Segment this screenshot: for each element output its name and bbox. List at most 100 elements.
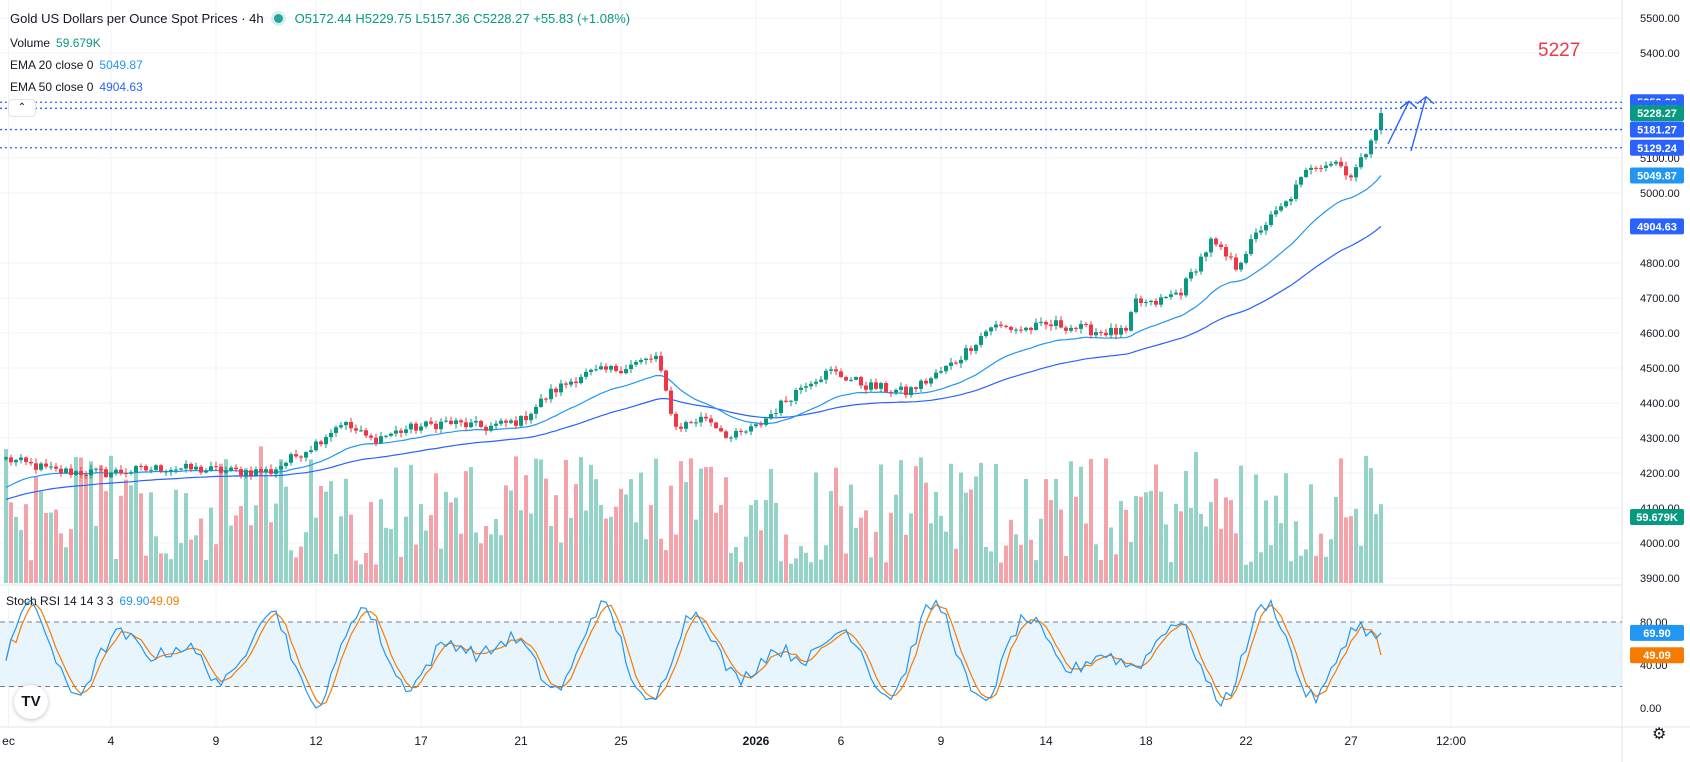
- ema20-legend[interactable]: EMA 20 close 0 5049.87: [10, 58, 143, 72]
- volume-bar: [1049, 500, 1053, 583]
- horizontal-levels[interactable]: [0, 101, 1622, 149]
- candle-body: [119, 469, 123, 474]
- candle-body: [319, 441, 323, 445]
- arrow-shaft[interactable]: [1410, 96, 1427, 152]
- volume-bar: [1369, 468, 1373, 583]
- candle-body: [949, 362, 953, 366]
- candle-body: [499, 420, 503, 424]
- volume-bar: [1379, 504, 1383, 583]
- candle-body: [1244, 253, 1248, 263]
- arrow-shaft[interactable]: [1387, 100, 1410, 145]
- candle-body: [1199, 256, 1203, 272]
- candle-body: [1194, 271, 1198, 273]
- volume-bar: [174, 489, 178, 583]
- candle-body: [1124, 327, 1128, 331]
- symbol-title[interactable]: Gold US Dollars per Ounce Spot Prices · …: [10, 11, 264, 26]
- price-tick-label: 5000.00: [1640, 188, 1680, 200]
- candle-body: [289, 454, 293, 463]
- candle-body: [1259, 230, 1263, 233]
- volume-bar: [759, 530, 763, 583]
- volume-bar: [1244, 564, 1248, 583]
- volume-bar: [1329, 539, 1333, 583]
- volume-bar: [999, 562, 1003, 583]
- volume-bar: [1194, 452, 1198, 583]
- candlesticks[interactable]: [4, 109, 1383, 480]
- target-annotation[interactable]: 5227: [1538, 40, 1581, 61]
- stoch-d-value: 49.09: [149, 594, 180, 608]
- volume-bar: [299, 546, 303, 583]
- arrow-head[interactable]: [1399, 100, 1418, 109]
- settings-gear-icon[interactable]: ⚙: [1652, 726, 1667, 743]
- volume-bar: [384, 527, 388, 583]
- volume-bar: [794, 558, 798, 583]
- candle-body: [779, 400, 783, 414]
- candle-body: [229, 467, 233, 471]
- projection-arrows[interactable]: [1387, 95, 1435, 152]
- candle-body: [1159, 297, 1163, 305]
- volume-bar: [354, 560, 358, 583]
- volume-bar: [809, 562, 813, 583]
- price-badge: [1630, 167, 1684, 184]
- candle-body: [294, 454, 298, 457]
- time-tick-label: 2026: [743, 734, 770, 748]
- volume-bar: [404, 516, 408, 583]
- volume-bar: [1144, 492, 1148, 583]
- candle-body: [1009, 326, 1013, 330]
- candle-body: [369, 435, 373, 438]
- volume-bar: [574, 484, 578, 583]
- volume-bar: [339, 516, 343, 583]
- candle-body: [139, 465, 143, 467]
- tradingview-logo[interactable]: TV: [14, 685, 48, 719]
- candle-body: [884, 383, 888, 392]
- arrow-head[interactable]: [1416, 95, 1435, 105]
- candle-body: [399, 430, 403, 433]
- volume-bar: [244, 468, 248, 583]
- volume-bar: [1149, 490, 1153, 583]
- volume-bar: [109, 455, 113, 583]
- candle-body: [689, 422, 693, 424]
- candle-body: [1114, 327, 1118, 335]
- time-axis[interactable]: ec 4 9 12 17 21 25 2026 6 9 14 18 22 27 12:00: [2, 734, 1466, 748]
- volume-bar: [699, 468, 703, 583]
- candle-body: [309, 450, 313, 453]
- volume-bar: [899, 460, 903, 583]
- volume-bar: [1119, 500, 1123, 583]
- volume-bar: [29, 560, 33, 583]
- volume-bar: [434, 473, 438, 583]
- volume-value: 59.679K: [56, 36, 101, 50]
- volume-bar: [44, 513, 48, 583]
- candle-body: [744, 431, 748, 433]
- candle-body: [894, 389, 898, 393]
- market-status-icon: [273, 14, 283, 23]
- collapse-legend-button[interactable]: ⌃: [8, 99, 36, 117]
- volume-bar: [274, 503, 278, 583]
- stoch-rsi-legend[interactable]: Stoch RSI 14 14 3 3 69.9049.09: [6, 594, 179, 608]
- volume-bar: [919, 457, 923, 583]
- volume-legend[interactable]: Volume 59.679K: [10, 36, 101, 50]
- candle-body: [919, 380, 923, 389]
- candle-body: [594, 369, 598, 371]
- price-badges: 5259.325241.975228.275181.275129.245049.…: [1630, 94, 1684, 664]
- volume-bar: [499, 535, 503, 583]
- volume-bar: [344, 478, 348, 583]
- ema50-line: [5, 225, 1382, 500]
- volume-bar: [209, 507, 213, 583]
- candle-body: [9, 457, 13, 463]
- candle-body: [824, 370, 828, 380]
- candle-body: [234, 467, 238, 470]
- candle-body: [1249, 239, 1253, 254]
- candle-body: [179, 468, 183, 470]
- price-tick-label: 5100.00: [1640, 153, 1680, 165]
- candle-body: [99, 468, 103, 470]
- time-tick-label: 25: [614, 734, 628, 748]
- candle-body: [1139, 298, 1143, 304]
- price-tick-label: 4300.00: [1640, 433, 1680, 445]
- ema50-legend[interactable]: EMA 50 close 0 4904.63: [10, 80, 143, 94]
- candle-body: [924, 380, 928, 384]
- candle-body: [159, 465, 163, 472]
- volume-bar: [39, 491, 43, 583]
- volume-bar: [224, 459, 228, 583]
- candle-body: [589, 369, 593, 372]
- volume-bar: [579, 457, 583, 583]
